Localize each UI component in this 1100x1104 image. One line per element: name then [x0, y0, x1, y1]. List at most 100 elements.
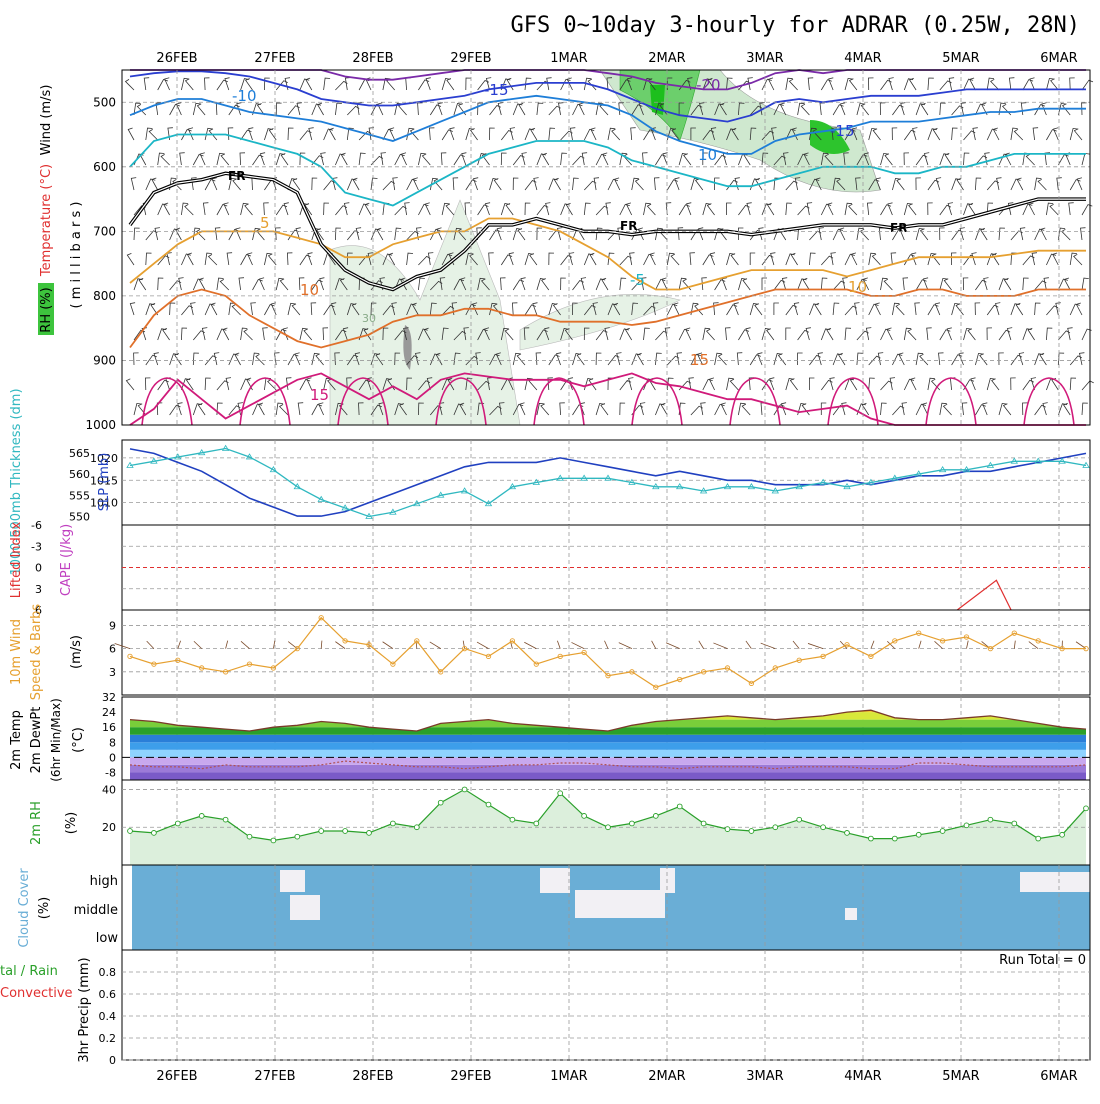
rh-marker: [1012, 821, 1017, 826]
wind-barb: [546, 203, 551, 215]
wind-barb: [537, 228, 542, 240]
wind-barb: [913, 128, 918, 140]
temp-tick-label: 32: [102, 691, 116, 704]
rh-marker: [152, 830, 157, 835]
isotherm-label: 10: [698, 146, 717, 164]
wind-barb: [512, 303, 517, 315]
wind-barb-10m: [226, 641, 228, 649]
wind-barb: [798, 206, 810, 215]
wind-barb: [154, 353, 159, 365]
wind-barb: [167, 253, 172, 265]
precip-tick-label: 0.4: [99, 1010, 117, 1023]
wind-barb: [987, 378, 995, 390]
wind-barb: [203, 203, 208, 215]
wind-barb: [879, 228, 884, 240]
wind-barb: [1070, 180, 1080, 190]
wind-barb: [1082, 403, 1088, 415]
wind-barb: [1032, 253, 1037, 265]
wind-barb: [134, 154, 144, 165]
panel-frame-wind: [122, 610, 1090, 695]
wind-barbs: [126, 78, 1094, 415]
wind-barb: [146, 253, 152, 265]
wind-barb: [161, 154, 170, 165]
wind-barb: [537, 279, 545, 291]
wind-barb: [1080, 353, 1085, 365]
wind-barb: [767, 329, 774, 340]
wind-barb: [928, 253, 936, 265]
wind-barb: [304, 329, 312, 340]
wind-barb: [924, 278, 929, 290]
wind-tick-label: 9: [109, 619, 116, 632]
cloud-clear-patch: [290, 895, 320, 920]
wind-barb: [518, 229, 525, 241]
wind-barb: [158, 278, 164, 290]
wind-barb: [703, 379, 713, 390]
wind-barb: [316, 354, 324, 365]
wind-barb: [798, 353, 803, 365]
rh-marker: [653, 813, 658, 818]
wind-barb: [501, 278, 506, 290]
wind-barb: [549, 253, 554, 265]
wind-barb: [707, 329, 715, 340]
wind-barb: [801, 104, 809, 115]
wind-barb: [779, 354, 786, 365]
wind-barb: [963, 278, 968, 290]
temperature-axis-label: Temperature (°C): [39, 164, 54, 277]
wind-barb: [833, 303, 839, 315]
wind-tick-label: 3: [109, 666, 116, 679]
rh-marker: [1084, 806, 1089, 811]
wind-barb: [715, 280, 726, 290]
wind-barb: [878, 353, 883, 365]
wind-barb: [872, 254, 880, 265]
wind-barb: [727, 305, 738, 315]
lifted-index-tick-label: 3: [35, 583, 42, 596]
wind-barb-10m: [273, 641, 274, 649]
temp-unit-label: (°C): [71, 727, 86, 753]
wind-barb: [158, 329, 167, 340]
wind-barb: [888, 203, 893, 215]
wind-barb: [395, 154, 405, 165]
wind-barb-10m: [321, 641, 322, 649]
wind-barb: [371, 178, 378, 190]
wind-barb: [541, 404, 549, 415]
wind-barb: [335, 154, 344, 165]
rh-marker: [797, 817, 802, 822]
wind-barb: [438, 103, 443, 115]
rh-marker: [940, 829, 945, 834]
wind-barb: [335, 81, 347, 90]
wind-barb: [253, 280, 263, 291]
wind-barb: [522, 153, 527, 165]
wind-barb: [719, 354, 727, 365]
wind-barb: [497, 228, 502, 240]
wind-barb: [271, 303, 276, 315]
isotherm-warm-loop: [1024, 378, 1074, 425]
wind-barb: [485, 203, 490, 215]
rh-marker: [845, 830, 850, 835]
wind-barb: [722, 278, 727, 290]
wind-barb: [964, 328, 972, 340]
wind-barb: [727, 203, 732, 215]
wind-barb: [605, 328, 610, 340]
wind-barb: [841, 103, 846, 115]
wind-barb: [462, 153, 467, 165]
rh-marker: [510, 817, 515, 822]
wind-barb: [881, 205, 892, 215]
wind-barb: [312, 178, 317, 190]
wind-barb: [857, 103, 865, 115]
lifted-index-tick-label: -6: [31, 519, 42, 532]
wind-barb: [561, 131, 573, 140]
wind-barb: [794, 303, 799, 315]
wind-barb: [665, 328, 670, 340]
wind-barb: [999, 403, 1007, 415]
wind-barb: [146, 179, 156, 190]
thickness-tick-label: 555: [69, 489, 90, 502]
temp-minmax-label: (6hr Min/Max): [49, 698, 63, 782]
temp-tick-label: 8: [109, 736, 116, 749]
wind-barb: [517, 354, 525, 365]
wind-barb: [186, 79, 194, 90]
rh-marker: [869, 836, 874, 841]
wind-barb: [471, 129, 478, 141]
wind-barb: [947, 328, 952, 340]
wind-barb: [300, 380, 310, 391]
wind-barb: [209, 254, 217, 265]
